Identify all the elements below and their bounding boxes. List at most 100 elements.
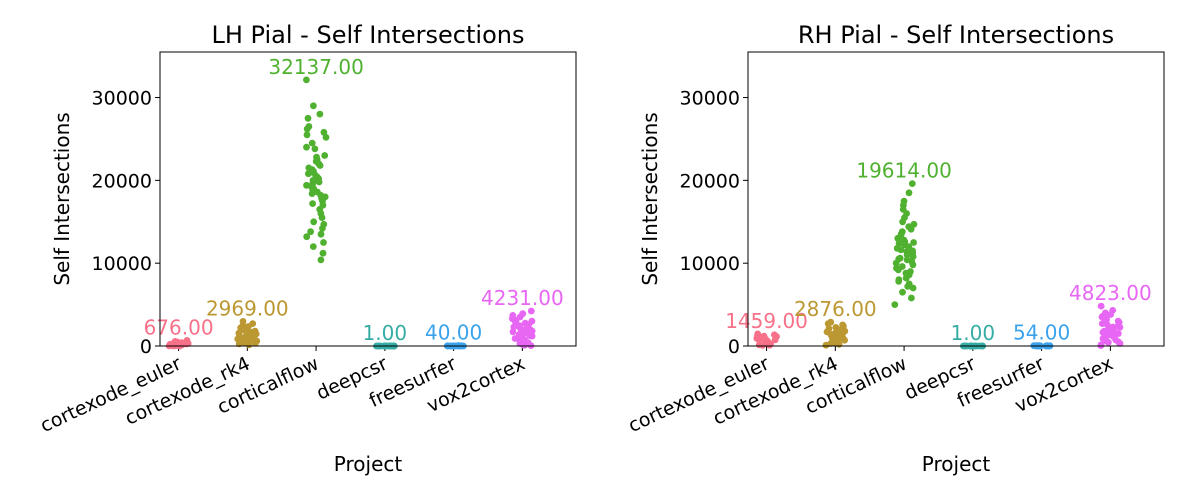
data-point xyxy=(760,340,767,348)
data-point xyxy=(304,114,312,122)
y-tick-label: 20000 xyxy=(680,170,740,192)
plot-frame xyxy=(747,51,1165,347)
data-point xyxy=(253,337,261,345)
data-point xyxy=(319,249,327,257)
y-tick-label: 20000 xyxy=(92,170,152,192)
data-point xyxy=(753,335,761,342)
data-point xyxy=(1110,333,1118,341)
data-point xyxy=(317,230,325,238)
data-point xyxy=(1115,338,1122,346)
y-tick-label: 10000 xyxy=(680,253,740,275)
max-value-label: 4231.00 xyxy=(481,286,564,310)
y-axis-label: Self Intersections xyxy=(50,112,74,285)
y-tick-label: 10000 xyxy=(92,253,152,275)
data-point xyxy=(897,246,905,254)
data-point xyxy=(895,255,903,263)
y-ticks: 0 10000 20000 30000 xyxy=(680,88,748,358)
data-point xyxy=(309,243,317,251)
data-point xyxy=(303,125,311,133)
data-point xyxy=(310,102,317,110)
data-point xyxy=(321,152,329,159)
max-value-label: 1.00 xyxy=(363,321,408,345)
y-ticks: 0 10000 20000 30000 xyxy=(92,88,160,358)
data-point xyxy=(523,326,531,334)
data-point xyxy=(766,341,773,349)
data-point xyxy=(166,340,174,348)
data-point xyxy=(311,145,319,153)
max-value-label: 2876.00 xyxy=(794,297,877,321)
data-point xyxy=(316,110,324,118)
data-point xyxy=(828,331,836,339)
data-point xyxy=(318,214,326,222)
data-point xyxy=(178,341,186,349)
data-point xyxy=(909,247,916,255)
data-point xyxy=(824,320,832,327)
data-point xyxy=(1116,324,1124,331)
points xyxy=(753,180,1124,350)
data-point xyxy=(307,228,314,236)
data-point xyxy=(319,225,326,232)
y-tick-label: 0 xyxy=(728,336,740,358)
data-point xyxy=(1101,318,1109,325)
data-point xyxy=(305,170,312,178)
data-point xyxy=(1097,302,1105,310)
max-value-label: 19614.00 xyxy=(856,159,951,183)
data-point xyxy=(303,76,310,84)
y-tick-label: 30000 xyxy=(680,88,740,110)
max-value-label: 54.00 xyxy=(1013,321,1070,345)
max-value-label: 2969.00 xyxy=(206,296,289,320)
data-point xyxy=(528,317,536,325)
x-axis-label: Project xyxy=(922,452,991,476)
data-point xyxy=(829,338,837,345)
data-point xyxy=(822,341,830,349)
data-point xyxy=(909,284,917,292)
data-point xyxy=(513,321,521,329)
data-point xyxy=(909,261,917,269)
data-point xyxy=(905,189,913,197)
data-point xyxy=(521,337,529,344)
max-value-label: 1459.00 xyxy=(725,309,808,333)
max-value-label: 676.00 xyxy=(144,315,214,339)
data-point xyxy=(1104,338,1112,346)
data-point xyxy=(303,143,310,151)
max-value-label: 32137.00 xyxy=(268,55,363,79)
data-point xyxy=(771,336,779,344)
data-point xyxy=(902,274,910,282)
y-axis-label: Self Intersections xyxy=(638,112,662,285)
max-value-label: 4823.00 xyxy=(1069,281,1152,305)
data-point xyxy=(908,180,916,188)
data-point xyxy=(899,218,906,226)
data-point xyxy=(839,334,847,342)
data-point xyxy=(309,200,316,208)
data-point xyxy=(303,233,311,241)
data-point xyxy=(322,133,330,141)
data-point xyxy=(899,288,906,296)
data-point xyxy=(320,239,327,246)
data-point xyxy=(1111,328,1118,336)
data-point xyxy=(303,181,310,189)
chart-title: RH Pial - Self Intersections xyxy=(798,21,1114,49)
data-point xyxy=(316,162,324,169)
data-point xyxy=(904,283,912,290)
x-axis-label: Project xyxy=(334,452,403,476)
y-tick-label: 30000 xyxy=(92,88,152,110)
data-point xyxy=(527,307,535,315)
max-value-label: 40.00 xyxy=(425,321,482,345)
data-point xyxy=(908,294,915,302)
chart-title: LH Pial - Self Intersections xyxy=(212,21,525,49)
data-point xyxy=(509,328,517,336)
plot-frame xyxy=(159,51,577,347)
data-point xyxy=(310,218,318,226)
max-value-label: 1.00 xyxy=(951,321,996,345)
data-point xyxy=(526,332,534,339)
data-point xyxy=(317,256,325,264)
data-point xyxy=(907,225,915,233)
data-point xyxy=(308,139,316,147)
data-point xyxy=(242,338,249,346)
y-tick-label: 0 xyxy=(140,336,152,358)
data-point xyxy=(315,178,323,186)
data-point xyxy=(903,251,911,259)
